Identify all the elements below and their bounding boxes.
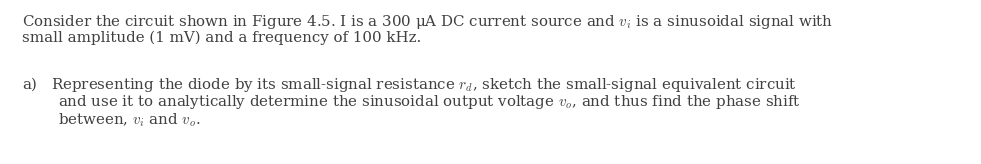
Text: small amplitude (1 mV) and a frequency of 100 kHz.: small amplitude (1 mV) and a frequency o… (22, 31, 421, 45)
Text: a)   Representing the diode by its small-signal resistance $r_d$, sketch the sma: a) Representing the diode by its small-s… (22, 75, 797, 94)
Text: between, $v_i$ and $v_o$.: between, $v_i$ and $v_o$. (58, 111, 200, 129)
Text: and use it to analytically determine the sinusoidal output voltage $v_o$, and th: and use it to analytically determine the… (58, 93, 800, 111)
Text: Consider the circuit shown in Figure 4.5. I is a 300 $\mathregular{\mu}$A DC cur: Consider the circuit shown in Figure 4.5… (22, 13, 833, 31)
